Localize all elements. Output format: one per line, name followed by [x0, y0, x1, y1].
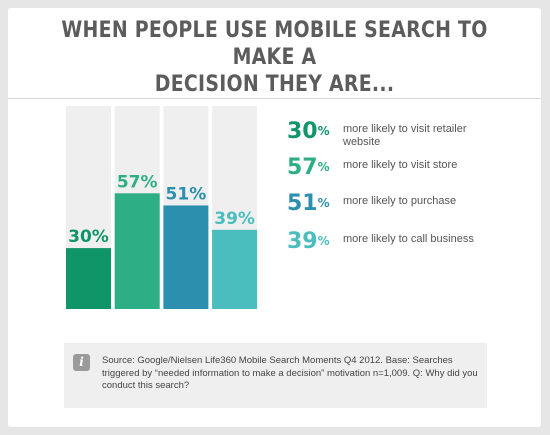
- title-divider: [8, 98, 541, 99]
- legend-percent: 39%: [287, 230, 330, 254]
- legend-percent: 30%: [287, 120, 330, 144]
- legend-percent-unit: %: [317, 160, 330, 174]
- bar: [212, 229, 258, 309]
- legend-label: more likely to visit store: [343, 159, 458, 171]
- legend-percent: 57%: [287, 156, 330, 180]
- legend-percent-value: 57: [287, 155, 318, 180]
- bar-chart: 30% 57% 51% 39%: [66, 106, 258, 309]
- legend-item: 51% more likely to purchase: [287, 192, 527, 226]
- bar-value-label: 51%: [166, 184, 207, 204]
- legend-percent-value: 39: [287, 229, 318, 254]
- legend-item: 39% more likely to call business: [287, 230, 527, 264]
- legend-label: more likely to call business: [343, 233, 474, 245]
- bar-value-label: 39%: [214, 209, 255, 229]
- legend-percent-unit: %: [317, 196, 330, 210]
- bar: [163, 205, 209, 309]
- bar: [66, 248, 111, 309]
- source-note: i Source: Google/Nielsen Life360 Mobile …: [64, 343, 487, 408]
- infographic-card: WHEN PEOPLE USE MOBILE SEARCH TO MAKE A …: [8, 8, 541, 427]
- bar: [114, 193, 160, 309]
- legend-item: 57% more likely to visit store: [287, 156, 527, 190]
- bar-value-label: 57%: [117, 172, 158, 192]
- legend-percent-value: 51: [287, 191, 318, 216]
- info-icon: i: [73, 354, 90, 371]
- title-line-2: DECISION THEY ARE...: [154, 72, 395, 97]
- legend-percent-value: 30: [287, 119, 318, 144]
- source-text: Source: Google/Nielsen Life360 Mobile Se…: [102, 355, 478, 391]
- title-line-1: WHEN PEOPLE USE MOBILE SEARCH TO MAKE A: [61, 18, 488, 70]
- legend-label: more likely to visit retailer website: [343, 123, 467, 148]
- legend-item: 30% more likely to visit retailer website: [287, 120, 527, 154]
- legend-percent: 51%: [287, 192, 330, 216]
- legend-percent-unit: %: [317, 234, 330, 248]
- bar-value-label: 30%: [68, 227, 109, 247]
- legend-percent-unit: %: [317, 124, 330, 138]
- page-title: WHEN PEOPLE USE MOBILE SEARCH TO MAKE A …: [45, 17, 503, 98]
- legend-label: more likely to purchase: [343, 195, 457, 207]
